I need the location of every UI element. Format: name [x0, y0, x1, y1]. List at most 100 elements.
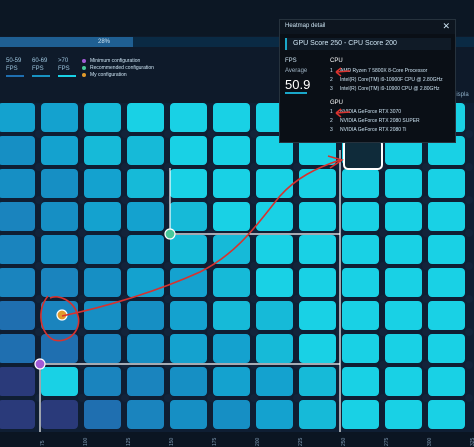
heatmap-cell[interactable]: [84, 103, 121, 132]
heatmap-cell[interactable]: [127, 202, 164, 231]
heatmap-cell[interactable]: [428, 169, 465, 198]
heatmap-cell[interactable]: [0, 334, 35, 363]
heatmap-cell[interactable]: [213, 334, 250, 363]
heatmap-cell[interactable]: [170, 400, 207, 429]
heatmap-cell[interactable]: [127, 367, 164, 396]
heatmap-cell[interactable]: [385, 301, 422, 330]
heatmap-cell[interactable]: [428, 301, 465, 330]
heatmap-cell[interactable]: [0, 169, 35, 198]
heatmap-cell[interactable]: [84, 136, 121, 165]
heatmap-cell[interactable]: [84, 301, 121, 330]
heatmap-cell[interactable]: [127, 400, 164, 429]
heatmap-cell[interactable]: [428, 367, 465, 396]
heatmap-cell[interactable]: [213, 268, 250, 297]
heatmap-cell[interactable]: [342, 169, 379, 198]
heatmap-cell[interactable]: [256, 268, 293, 297]
heatmap-cell[interactable]: [385, 235, 422, 264]
heatmap-cell[interactable]: [41, 202, 78, 231]
heatmap-cell[interactable]: [127, 235, 164, 264]
heatmap-cell[interactable]: [0, 235, 35, 264]
heatmap-cell[interactable]: [84, 334, 121, 363]
heatmap-cell[interactable]: [342, 400, 379, 429]
heatmap-cell[interactable]: [0, 202, 35, 231]
heatmap-cell[interactable]: [299, 235, 336, 264]
display-label[interactable]: Displa: [452, 92, 469, 98]
heatmap-grid[interactable]: [0, 103, 474, 433]
heatmap-cell[interactable]: [170, 136, 207, 165]
heatmap-cell[interactable]: [299, 268, 336, 297]
heatmap-cell[interactable]: [84, 202, 121, 231]
heatmap-cell[interactable]: [84, 400, 121, 429]
heatmap-cell[interactable]: [342, 301, 379, 330]
heatmap-cell[interactable]: [342, 334, 379, 363]
heatmap-cell[interactable]: [256, 400, 293, 429]
heatmap-cell[interactable]: [256, 202, 293, 231]
heatmap-cell[interactable]: [41, 235, 78, 264]
heatmap-cell[interactable]: [213, 136, 250, 165]
heatmap-cell[interactable]: [170, 367, 207, 396]
heatmap-cell[interactable]: [385, 169, 422, 198]
heatmap-cell[interactable]: [0, 400, 35, 429]
heatmap-cell[interactable]: [256, 367, 293, 396]
heatmap-cell[interactable]: [385, 334, 422, 363]
heatmap-cell[interactable]: [127, 103, 164, 132]
heatmap-cell[interactable]: [256, 301, 293, 330]
heatmap-cell[interactable]: [256, 334, 293, 363]
heatmap-cell[interactable]: [41, 103, 78, 132]
heatmap-cell[interactable]: [170, 169, 207, 198]
heatmap-cell[interactable]: [213, 367, 250, 396]
heatmap-cell[interactable]: [213, 169, 250, 198]
heatmap-cell[interactable]: [385, 268, 422, 297]
heatmap-cell[interactable]: [213, 202, 250, 231]
close-icon[interactable]: ✕: [442, 21, 450, 31]
heatmap-cell[interactable]: [170, 268, 207, 297]
heatmap-cell[interactable]: [0, 268, 35, 297]
legend-recommended-config[interactable]: Recommended configuration: [82, 65, 154, 71]
heatmap-cell[interactable]: [342, 367, 379, 396]
heatmap-cell[interactable]: [170, 202, 207, 231]
heatmap-cell[interactable]: [385, 367, 422, 396]
heatmap-cell[interactable]: [213, 400, 250, 429]
heatmap-cell[interactable]: [84, 367, 121, 396]
heatmap-cell[interactable]: [213, 301, 250, 330]
heatmap-cell[interactable]: [342, 268, 379, 297]
heatmap-cell[interactable]: [84, 268, 121, 297]
heatmap-cell[interactable]: [299, 367, 336, 396]
heatmap-cell[interactable]: [256, 235, 293, 264]
heatmap-cell[interactable]: [41, 268, 78, 297]
heatmap-cell[interactable]: [299, 301, 336, 330]
heatmap-cell[interactable]: [0, 301, 35, 330]
heatmap-cell[interactable]: [299, 400, 336, 429]
heatmap-cell[interactable]: [84, 169, 121, 198]
heatmap-cell[interactable]: [256, 169, 293, 198]
heatmap-cell[interactable]: [41, 334, 78, 363]
heatmap-cell[interactable]: [0, 103, 35, 132]
heatmap-cell[interactable]: [170, 235, 207, 264]
heatmap-cell[interactable]: [84, 235, 121, 264]
legend-my-config[interactable]: My configuration: [82, 72, 127, 78]
heatmap-cell[interactable]: [41, 301, 78, 330]
heatmap-cell[interactable]: [428, 202, 465, 231]
heatmap-cell[interactable]: [170, 103, 207, 132]
heatmap-cell[interactable]: [385, 202, 422, 231]
heatmap-cell[interactable]: [299, 202, 336, 231]
heatmap-cell[interactable]: [127, 136, 164, 165]
heatmap-cell[interactable]: [213, 235, 250, 264]
heatmap-cell[interactable]: [170, 301, 207, 330]
heatmap-cell[interactable]: [213, 103, 250, 132]
heatmap-cell[interactable]: [385, 400, 422, 429]
heatmap-cell[interactable]: [428, 400, 465, 429]
selected-cell[interactable]: [343, 139, 383, 170]
heatmap-cell[interactable]: [127, 169, 164, 198]
heatmap-cell[interactable]: [41, 136, 78, 165]
heatmap-cell[interactable]: [0, 136, 35, 165]
heatmap-cell[interactable]: [299, 169, 336, 198]
heatmap-cell[interactable]: [41, 367, 78, 396]
heatmap-cell[interactable]: [127, 301, 164, 330]
heatmap-cell[interactable]: [299, 334, 336, 363]
heatmap-cell[interactable]: [127, 334, 164, 363]
heatmap-cell[interactable]: [342, 235, 379, 264]
legend-minimum-config[interactable]: Minimum configuration: [82, 58, 140, 64]
heatmap-cell[interactable]: [41, 169, 78, 198]
heatmap-cell[interactable]: [41, 400, 78, 429]
